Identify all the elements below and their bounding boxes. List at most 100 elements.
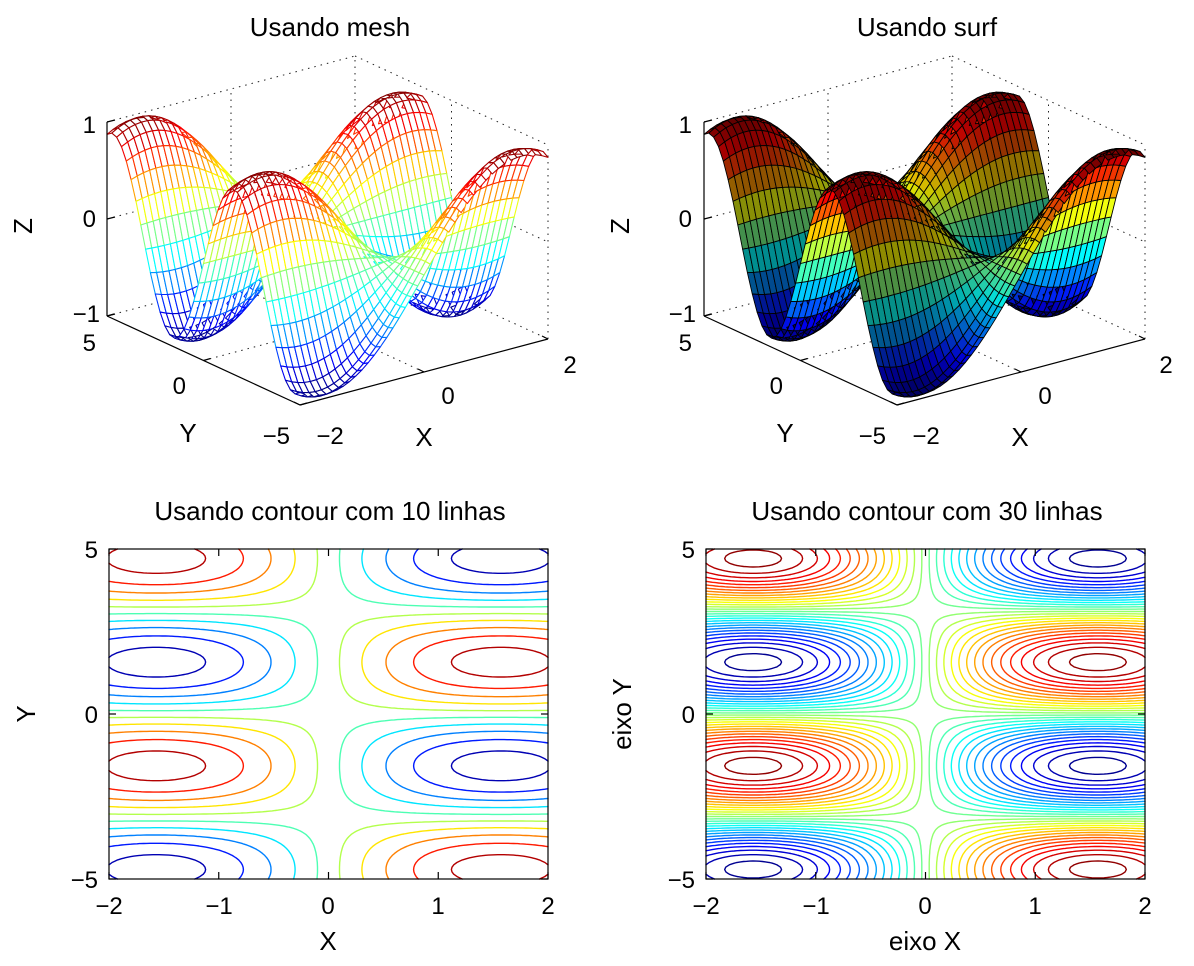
mesh-x-tick-0: 0 <box>441 383 454 410</box>
mesh-y-label: Y <box>179 418 196 448</box>
contour10-x-tick-0: 0 <box>321 893 334 920</box>
mesh-title: Usando mesh <box>250 12 410 42</box>
contour10-y-tick-neg5: −5 <box>71 867 98 894</box>
contour-line <box>108 548 549 880</box>
mesh-y-tick-neg5: −5 <box>263 423 290 450</box>
contour-line <box>705 548 1146 880</box>
contour-line <box>705 548 1146 880</box>
z-tick-mark <box>106 119 116 123</box>
x-tick-mark <box>1014 368 1022 373</box>
mesh-plot: Usando mesh 1 0 −1 Z 5 0 −5 Y −2 0 2 X <box>8 12 577 452</box>
surf-title: Usando surf <box>857 12 998 42</box>
contour-line <box>108 548 549 880</box>
surf-y-label: Y <box>776 418 793 448</box>
mesh-y-tick-0: 0 <box>173 373 186 400</box>
mesh-z-tick-0: 0 <box>83 206 96 233</box>
z-tick-mark <box>106 216 116 220</box>
contour30-x-tick-1: 1 <box>1028 893 1041 920</box>
contour-line <box>705 548 1146 880</box>
y-tick-mark <box>703 313 712 317</box>
contour-line <box>108 548 549 880</box>
contour-line <box>705 548 1146 880</box>
surf-axes-front <box>703 119 1146 406</box>
mesh-x-tick-2: 2 <box>563 352 576 379</box>
contour10-tick-marks <box>108 548 549 880</box>
contour-line <box>705 548 1146 880</box>
contour-line <box>705 548 1146 880</box>
contour10-y-tick-0: 0 <box>85 702 98 729</box>
contour-line <box>108 548 549 880</box>
contour-line <box>705 548 1146 880</box>
contour30-x-tick-neg1: −1 <box>802 893 829 920</box>
contour30-y-tick-0: 0 <box>682 702 695 729</box>
surf-z-tick-1: 1 <box>679 112 692 139</box>
contour10-x-tick-neg1: −1 <box>205 893 232 920</box>
mesh-x-label: X <box>415 422 432 452</box>
contour-line <box>705 548 1146 880</box>
contour-line <box>108 548 549 880</box>
y-tick-mark <box>800 357 808 362</box>
contour10-x-tick-neg2: −2 <box>95 893 122 920</box>
x-tick-mark <box>541 335 549 340</box>
surface-patch <box>1133 149 1146 158</box>
contour30-y-label: eixo Y <box>607 678 637 750</box>
contour10-x-label: X <box>319 926 336 956</box>
contour-line <box>108 548 549 880</box>
contour-line <box>705 548 1146 880</box>
surf-x-tick-0: 0 <box>1038 383 1051 410</box>
contour-line <box>705 548 1146 880</box>
contour30-lines <box>705 548 1146 880</box>
contour-line <box>705 548 1146 880</box>
x-tick-mark <box>293 401 301 406</box>
x-tick-mark <box>1138 335 1146 340</box>
surf-x-tick-neg2: −2 <box>912 423 939 450</box>
mesh-z-tick-neg1: −1 <box>73 301 100 328</box>
mesh-y-tick-5: 5 <box>83 330 96 357</box>
surf-z-tick-0: 0 <box>679 206 692 233</box>
contour30-y-tick-neg5: −5 <box>668 867 695 894</box>
surf-x-tick-2: 2 <box>1159 352 1172 379</box>
surf-y-tick-neg5: −5 <box>859 423 886 450</box>
contour30-x-tick-0: 0 <box>918 893 931 920</box>
y-tick-mark <box>203 357 211 362</box>
contour-line <box>108 548 549 880</box>
contour-line <box>705 548 1146 880</box>
surf-z-label: Z <box>605 218 635 234</box>
y-tick-mark <box>106 313 115 317</box>
mesh-z-label: Z <box>8 218 38 234</box>
contour10-title: Usando contour com 10 linhas <box>154 496 505 526</box>
contour-line <box>705 548 1146 880</box>
surf-plot: Usando surf 1 0 −1 Z 5 0 −5 Y −2 0 2 X <box>605 12 1173 452</box>
contour30-y-tick-5: 5 <box>682 537 695 564</box>
y-tick-mark <box>299 402 308 406</box>
contour-line <box>705 548 1146 880</box>
contour-line <box>108 548 549 880</box>
z-tick-mark <box>703 119 713 123</box>
surf-x-label: X <box>1011 422 1028 452</box>
contour30-x-tick-neg2: −2 <box>692 893 719 920</box>
contour10-plot: Usando contour com 10 linhas 5 0 −5 Y −2… <box>11 496 555 956</box>
contour30-x-tick-2: 2 <box>1138 893 1151 920</box>
surf-surface <box>703 91 1146 398</box>
contour-line <box>705 548 1146 880</box>
surf-y-tick-5: 5 <box>679 330 692 357</box>
mesh-z-tick-1: 1 <box>83 112 96 139</box>
contour-line <box>108 548 549 880</box>
contour-line <box>705 548 1146 880</box>
contour-line <box>705 548 1146 880</box>
surf-y-tick-0: 0 <box>770 373 783 400</box>
contour-line <box>705 548 1146 880</box>
x-tick-mark <box>417 368 425 373</box>
contour-line <box>705 548 1146 880</box>
contour-line <box>705 548 1146 880</box>
contour30-tick-marks <box>705 548 1146 880</box>
contour-line <box>108 548 549 880</box>
contour30-x-label: eixo X <box>889 926 961 956</box>
contour-line <box>705 548 1146 880</box>
mesh-surface <box>106 91 549 398</box>
contour30-title: Usando contour com 30 linhas <box>751 496 1102 526</box>
contour30-plot: Usando contour com 30 linhas 5 0 −5 eixo… <box>607 496 1152 956</box>
contour10-y-tick-5: 5 <box>85 537 98 564</box>
contour10-y-label: Y <box>11 705 41 722</box>
